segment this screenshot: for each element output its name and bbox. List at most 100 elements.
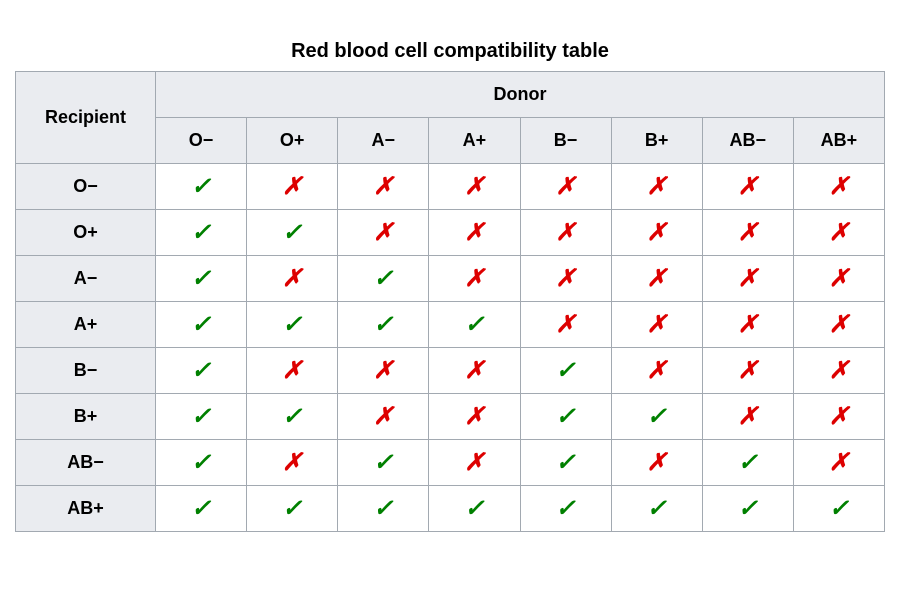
- cross-icon: ✗: [556, 219, 576, 246]
- compat-cell: ✓: [611, 394, 702, 440]
- donor-type-7: AB+: [793, 118, 884, 164]
- cross-icon: ✗: [282, 449, 302, 476]
- cross-icon: ✗: [647, 449, 667, 476]
- compat-cell: ✗: [611, 164, 702, 210]
- compat-cell: ✗: [338, 348, 429, 394]
- compat-cell: ✗: [611, 256, 702, 302]
- cross-icon: ✗: [373, 173, 393, 200]
- cross-icon: ✗: [647, 265, 667, 292]
- compat-cell: ✗: [429, 348, 520, 394]
- cross-icon: ✗: [282, 357, 302, 384]
- check-icon: ✓: [464, 495, 484, 522]
- compat-cell: ✓: [520, 348, 611, 394]
- compat-cell: ✗: [793, 348, 884, 394]
- cross-icon: ✗: [647, 311, 667, 338]
- cross-icon: ✗: [464, 357, 484, 384]
- check-icon: ✓: [556, 495, 576, 522]
- recipient-type-3: A+: [16, 302, 156, 348]
- table-row: O−✓✗✗✗✗✗✗✗: [16, 164, 885, 210]
- recipient-type-0: O−: [16, 164, 156, 210]
- cross-icon: ✗: [738, 173, 758, 200]
- check-icon: ✓: [829, 495, 849, 522]
- compat-cell: ✗: [429, 440, 520, 486]
- check-icon: ✓: [282, 403, 302, 430]
- recipient-type-5: B+: [16, 394, 156, 440]
- table-row: A+✓✓✓✓✗✗✗✗: [16, 302, 885, 348]
- compat-cell: ✗: [247, 164, 338, 210]
- compat-cell: ✓: [156, 302, 247, 348]
- cross-icon: ✗: [829, 357, 849, 384]
- check-icon: ✓: [373, 495, 393, 522]
- cross-icon: ✗: [556, 311, 576, 338]
- cross-icon: ✗: [373, 219, 393, 246]
- donor-type-0: O−: [156, 118, 247, 164]
- cross-icon: ✗: [829, 311, 849, 338]
- check-icon: ✓: [191, 357, 211, 384]
- compat-cell: ✗: [338, 164, 429, 210]
- donor-type-6: AB−: [702, 118, 793, 164]
- compat-cell: ✗: [429, 256, 520, 302]
- check-icon: ✓: [282, 311, 302, 338]
- table-row: AB−✓✗✓✗✓✗✓✗: [16, 440, 885, 486]
- recipient-type-1: O+: [16, 210, 156, 256]
- donor-type-4: B−: [520, 118, 611, 164]
- compat-cell: ✗: [611, 210, 702, 256]
- compat-cell: ✓: [156, 440, 247, 486]
- recipient-type-7: AB+: [16, 486, 156, 532]
- compat-cell: ✓: [338, 486, 429, 532]
- compat-cell: ✓: [520, 486, 611, 532]
- table-row: B+✓✓✗✗✓✓✗✗: [16, 394, 885, 440]
- compat-cell: ✗: [520, 302, 611, 348]
- compat-cell: ✓: [247, 486, 338, 532]
- compat-cell: ✗: [520, 256, 611, 302]
- compat-cell: ✓: [520, 440, 611, 486]
- compat-cell: ✓: [247, 394, 338, 440]
- compat-cell: ✓: [247, 302, 338, 348]
- cross-icon: ✗: [829, 265, 849, 292]
- cross-icon: ✗: [829, 449, 849, 476]
- cross-icon: ✗: [738, 311, 758, 338]
- cross-icon: ✗: [829, 403, 849, 430]
- compat-cell: ✓: [702, 486, 793, 532]
- compat-cell: ✗: [247, 440, 338, 486]
- cross-icon: ✗: [738, 219, 758, 246]
- check-icon: ✓: [556, 449, 576, 476]
- compat-cell: ✓: [702, 440, 793, 486]
- compat-cell: ✗: [702, 210, 793, 256]
- compat-cell: ✓: [611, 486, 702, 532]
- compat-cell: ✗: [702, 302, 793, 348]
- check-icon: ✓: [282, 219, 302, 246]
- header-row-1: Recipient Donor: [16, 72, 885, 118]
- compat-cell: ✗: [702, 256, 793, 302]
- compat-cell: ✗: [793, 164, 884, 210]
- compat-cell: ✗: [338, 394, 429, 440]
- check-icon: ✓: [191, 495, 211, 522]
- cross-icon: ✗: [647, 173, 667, 200]
- table-row: A−✓✗✓✗✗✗✗✗: [16, 256, 885, 302]
- recipient-type-6: AB−: [16, 440, 156, 486]
- cross-icon: ✗: [464, 265, 484, 292]
- cross-icon: ✗: [738, 357, 758, 384]
- compat-cell: ✗: [611, 302, 702, 348]
- check-icon: ✓: [191, 173, 211, 200]
- compat-cell: ✗: [793, 394, 884, 440]
- table-body: O−✓✗✗✗✗✗✗✗O+✓✓✗✗✗✗✗✗A−✓✗✓✗✗✗✗✗A+✓✓✓✓✗✗✗✗…: [16, 164, 885, 532]
- compat-cell: ✓: [429, 302, 520, 348]
- check-icon: ✓: [191, 219, 211, 246]
- cross-icon: ✗: [556, 173, 576, 200]
- compat-cell: ✓: [247, 210, 338, 256]
- compat-cell: ✗: [793, 302, 884, 348]
- compat-cell: ✗: [520, 210, 611, 256]
- compat-cell: ✗: [702, 164, 793, 210]
- compat-cell: ✓: [338, 256, 429, 302]
- check-icon: ✓: [191, 311, 211, 338]
- recipient-header: Recipient: [16, 72, 156, 164]
- compat-cell: ✓: [156, 256, 247, 302]
- compat-cell: ✓: [156, 210, 247, 256]
- recipient-type-4: B−: [16, 348, 156, 394]
- table-row: AB+✓✓✓✓✓✓✓✓: [16, 486, 885, 532]
- compat-cell: ✗: [793, 440, 884, 486]
- compat-cell: ✗: [520, 164, 611, 210]
- compat-cell: ✗: [793, 210, 884, 256]
- compat-cell: ✗: [247, 348, 338, 394]
